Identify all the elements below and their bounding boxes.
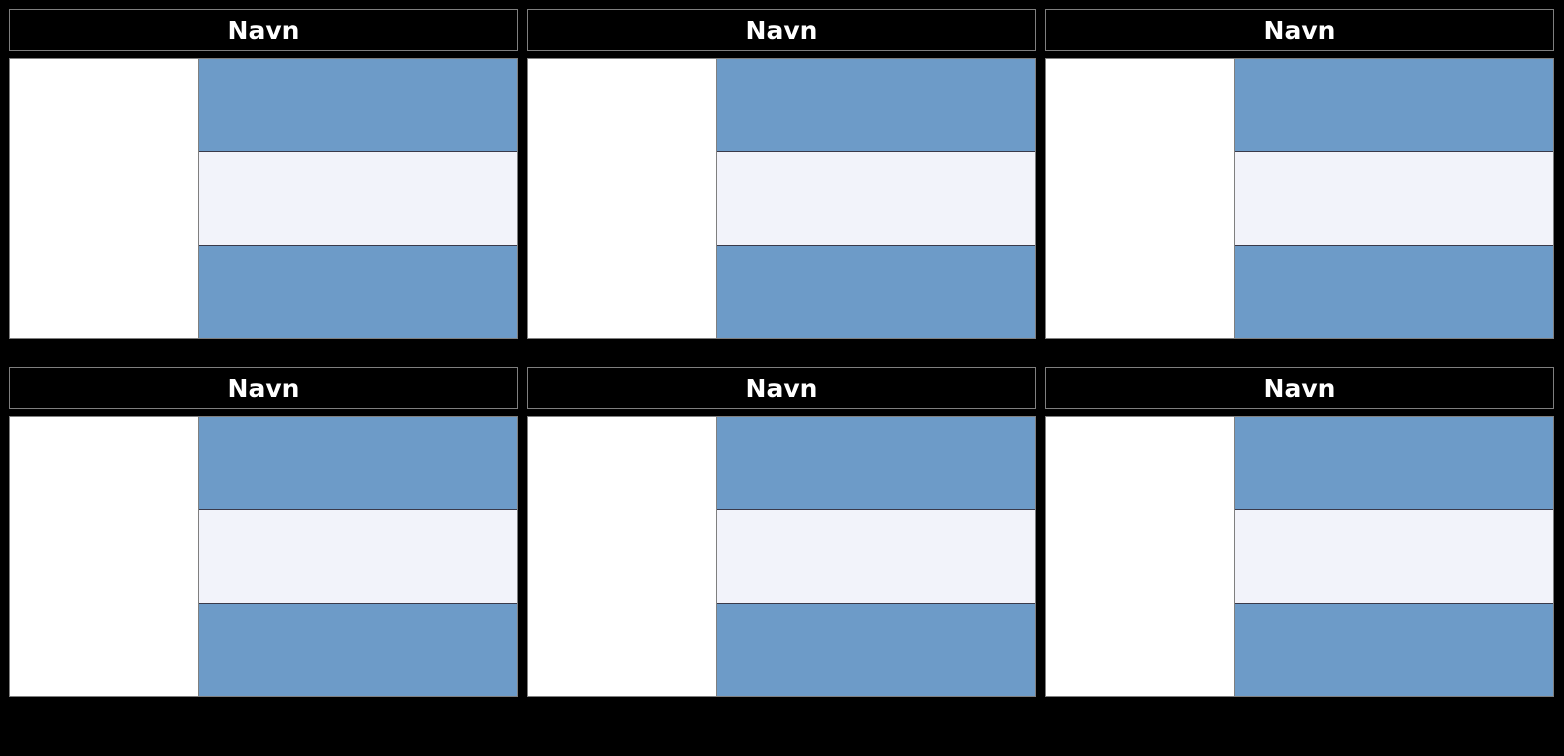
left-column-4 [10, 417, 199, 696]
panel-header-6: Navn [1045, 367, 1554, 409]
navn-panel-4[interactable]: Navn [9, 367, 518, 697]
panel-header-1: Navn [9, 9, 518, 51]
left-cell-2 [528, 59, 716, 338]
table-row [199, 59, 517, 152]
table-row [717, 417, 1035, 510]
panel-header-4: Navn [9, 367, 518, 409]
left-column-6 [1046, 417, 1235, 696]
panel-title-5: Navn [745, 373, 818, 403]
table-row [1235, 151, 1553, 245]
panel-body-1 [9, 58, 518, 339]
table-row [199, 602, 517, 696]
panel-row-top: Navn Navn [0, 9, 1564, 339]
right-column-6 [1235, 417, 1553, 696]
table-row [199, 417, 517, 510]
table-row [717, 244, 1035, 338]
panel-title-2: Navn [745, 15, 818, 45]
right-column-3 [1235, 59, 1553, 338]
left-cell-3 [1046, 59, 1234, 338]
panel-header-3: Navn [1045, 9, 1554, 51]
left-column-2 [528, 59, 717, 338]
panel-body-3 [1045, 58, 1554, 339]
table-row [717, 509, 1035, 603]
table-row [1235, 59, 1553, 152]
panel-row-bottom: Navn Navn [0, 367, 1564, 697]
table-row [199, 244, 517, 338]
table-row [1235, 509, 1553, 603]
navn-panel-6[interactable]: Navn [1045, 367, 1554, 697]
left-column-5 [528, 417, 717, 696]
panel-header-5: Navn [527, 367, 1036, 409]
table-row [1235, 417, 1553, 510]
right-column-5 [717, 417, 1035, 696]
navn-panel-1[interactable]: Navn [9, 9, 518, 339]
table-row [1235, 602, 1553, 696]
left-cell-5 [528, 417, 716, 696]
left-cell-1 [10, 59, 198, 338]
table-row [199, 151, 517, 245]
navn-panel-3[interactable]: Navn [1045, 9, 1554, 339]
panel-body-4 [9, 416, 518, 697]
right-column-1 [199, 59, 517, 338]
panel-header-2: Navn [527, 9, 1036, 51]
table-row [199, 509, 517, 603]
table-row [717, 602, 1035, 696]
left-cell-4 [10, 417, 198, 696]
panel-body-2 [527, 58, 1036, 339]
panel-title-1: Navn [227, 15, 300, 45]
navn-panel-5[interactable]: Navn [527, 367, 1036, 697]
table-row [1235, 244, 1553, 338]
panel-title-4: Navn [227, 373, 300, 403]
left-column-3 [1046, 59, 1235, 338]
left-cell-6 [1046, 417, 1234, 696]
panel-title-3: Navn [1263, 15, 1336, 45]
table-row [717, 59, 1035, 152]
panel-body-5 [527, 416, 1036, 697]
table-row [717, 151, 1035, 245]
panel-body-6 [1045, 416, 1554, 697]
right-column-4 [199, 417, 517, 696]
navn-panel-2[interactable]: Navn [527, 9, 1036, 339]
right-column-2 [717, 59, 1035, 338]
panel-grid: Navn Navn [0, 9, 1564, 697]
panel-title-6: Navn [1263, 373, 1336, 403]
left-column-1 [10, 59, 199, 338]
